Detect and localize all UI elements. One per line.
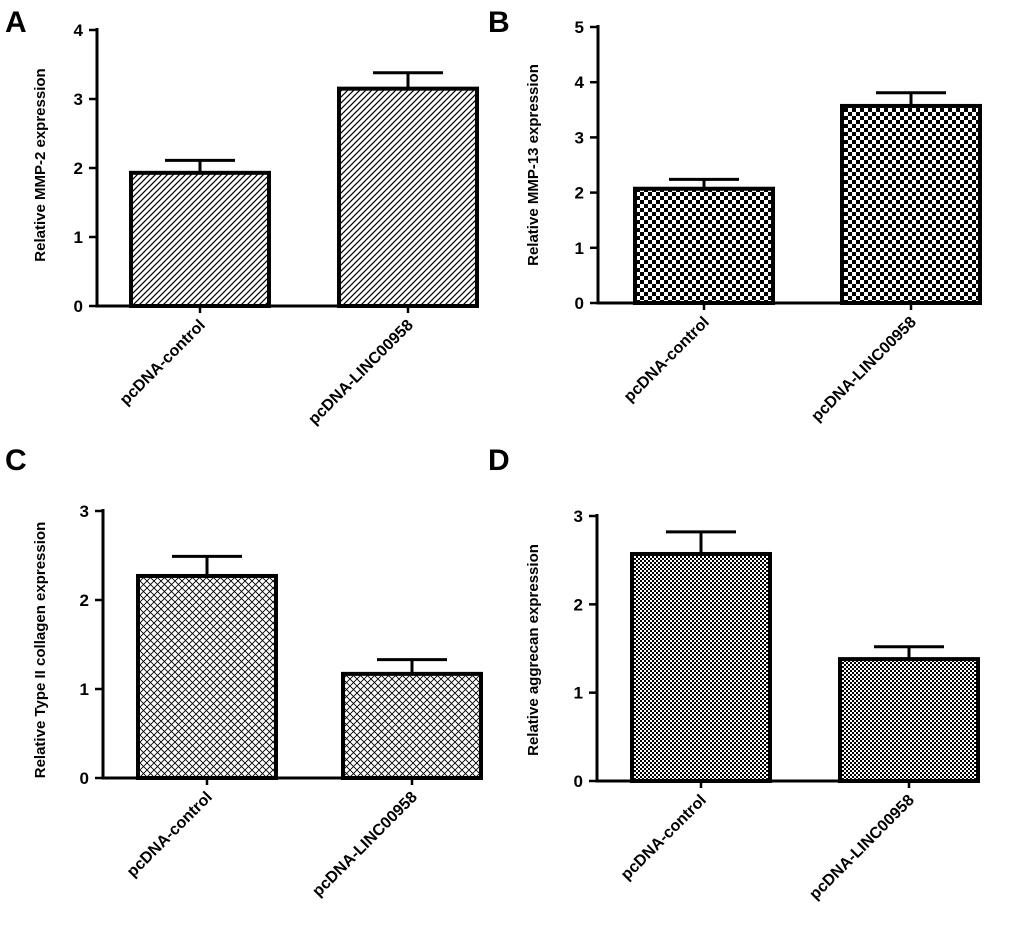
error-bar [172,554,242,576]
bar-linc00958 [840,103,982,305]
y-tick-label: 3 [574,507,583,526]
y-tick-label: 2 [80,591,89,610]
y-tick-label: 1 [74,228,83,247]
x-tick-label: pcDNA-LINC00958 [309,789,420,900]
x-tick-label: pcDNA-control [124,789,216,881]
y-axis-label: Relative MMP-13 expression [525,64,542,266]
panel-d: D Relative aggrecan expression pcDNA-contr… [488,444,980,903]
x-tick-label: pcDNA-control [621,314,713,406]
y-tick-label: 3 [575,128,584,147]
x-tick-label: pcDNA-LINC00958 [305,317,416,428]
y-axis-label: Relative Type II collagen expression [32,522,49,779]
error-bar [669,177,739,189]
bar-linc00958 [341,671,483,780]
panel-letter: D [488,444,510,477]
y-tick-label: 0 [74,297,83,316]
error-bar [373,71,443,89]
x-tick-label: pcDNA-control [618,792,710,884]
y-tick-label: 2 [74,159,83,178]
y-tick-label: 5 [575,18,584,37]
y-tick-label: 0 [80,769,89,788]
y-axis-label: Relative aggrecan expression [525,544,542,756]
y-tick-label: 4 [575,73,585,92]
x-tick-label: pcDNA-LINC00958 [806,792,917,903]
y-tick-label: 1 [80,680,89,699]
x-tick-label: pcDNA-control [117,317,209,409]
error-bar [165,158,235,173]
bar-control [630,551,772,783]
bar-linc00958 [838,657,980,783]
y-tick-label: 0 [575,294,584,313]
error-bar [876,91,946,106]
y-tick-label: 4 [74,21,84,40]
y-tick-label: 2 [575,184,584,203]
y-tick-label: 3 [80,502,89,521]
panel-letter: B [488,6,510,39]
y-tick-label: 0 [574,772,583,791]
y-tick-label: 1 [575,239,584,258]
panel-letter: C [5,444,27,477]
panel-letter: A [5,6,27,39]
y-tick-label: 1 [574,684,583,703]
y-tick-label: 2 [574,595,583,614]
y-axis-label: Relative MMP-2 expression [32,68,49,261]
y-tick-label: 3 [74,90,83,109]
panel-c: C Relative Type II collagen expression pcD… [5,444,483,900]
panel-a: A Relative MMP-2 expression pcDNA-control p… [5,6,479,428]
bar-control [136,573,278,780]
error-bar [874,645,944,660]
error-bar [666,530,736,554]
bar-linc00958 [337,86,479,309]
bar-control [129,170,271,308]
x-tick-label: pcDNA-LINC00958 [808,314,919,425]
error-bar [377,658,447,674]
bar-control [633,186,775,305]
panel-b: B Relative MMP-13 expression pcDNA-control… [488,6,982,425]
